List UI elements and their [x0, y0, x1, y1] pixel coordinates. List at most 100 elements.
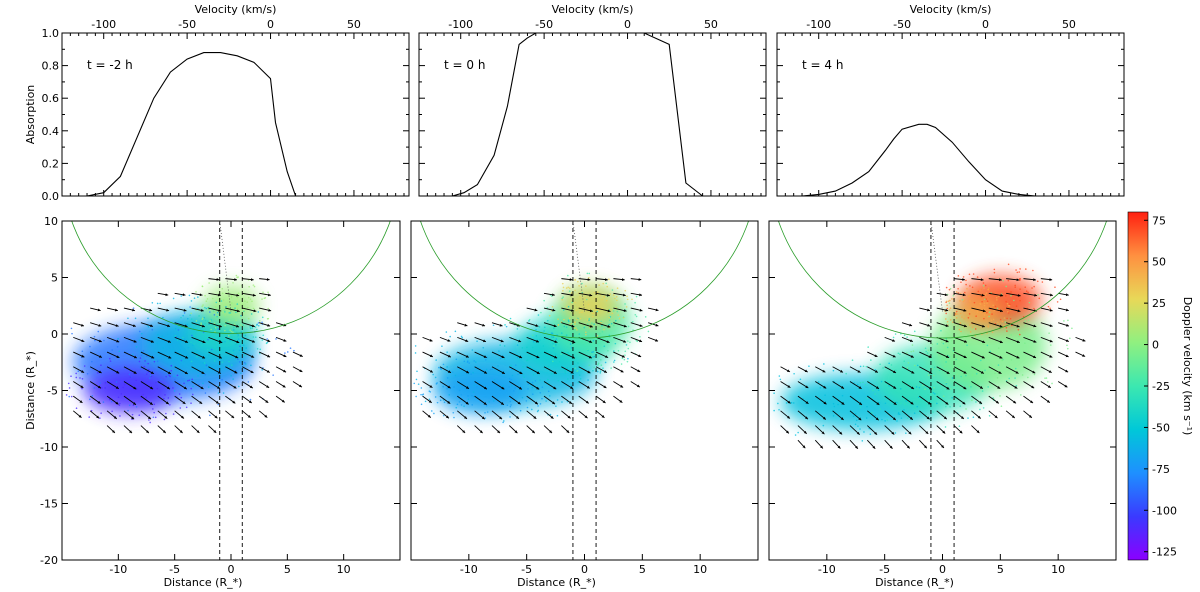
- arrow-head: [113, 416, 117, 419]
- arrow-head: [201, 324, 205, 328]
- speckle-dot: [228, 319, 231, 322]
- speckle-dot: [970, 385, 972, 388]
- speckle-dot: [131, 413, 134, 416]
- speckle-dot: [575, 327, 577, 329]
- speckle-dot: [222, 311, 225, 314]
- speckle-dot: [969, 300, 971, 302]
- speckle-dot: [508, 377, 511, 380]
- speckle-dot: [499, 389, 502, 391]
- speckle-dot: [1046, 381, 1049, 383]
- speckle-dot: [578, 333, 581, 335]
- arrow-head: [999, 340, 1003, 344]
- speckle-dot: [1018, 333, 1021, 336]
- speckle-dot: [575, 309, 578, 312]
- speckle-dot: [987, 288, 990, 291]
- arrow-head: [589, 324, 593, 328]
- arrow-head: [927, 308, 930, 312]
- speckle-dot: [484, 411, 486, 414]
- speckle-dot: [538, 326, 541, 328]
- speckle-dot: [531, 346, 534, 349]
- speckle-dot: [995, 296, 998, 299]
- arrow-head: [267, 293, 271, 297]
- speckle-dot: [968, 273, 971, 276]
- speckle-dot: [209, 414, 211, 417]
- arrow-head: [995, 400, 999, 404]
- speckle-dot: [862, 365, 865, 368]
- speckle-dot: [224, 324, 226, 327]
- speckle-dot: [516, 328, 519, 330]
- speckle-dot: [1019, 268, 1021, 270]
- speckle-dot: [511, 374, 514, 377]
- speckle-dot: [588, 317, 591, 320]
- speckle-dot: [196, 355, 198, 358]
- speckle-dot: [823, 363, 825, 365]
- speckle-dot: [254, 336, 257, 338]
- speckle-dot: [564, 372, 567, 374]
- x-axis-title: Distance (R_*): [164, 576, 243, 589]
- speckle-dot: [513, 390, 515, 392]
- speckle-dot: [947, 300, 950, 302]
- speckle-dot: [822, 424, 825, 427]
- speckle-dot: [217, 392, 220, 394]
- speckle-dot: [208, 354, 210, 356]
- speckle-dot: [959, 322, 962, 324]
- speckle-dot: [945, 405, 947, 408]
- speckle-dot: [598, 284, 600, 286]
- speckle-dot: [552, 342, 554, 345]
- speckle-dot: [931, 368, 934, 370]
- speckle-dot: [854, 413, 857, 415]
- speckle-dot: [247, 317, 250, 320]
- speckle-dot: [570, 323, 573, 325]
- arrow-head: [149, 308, 153, 312]
- speckle-dot: [188, 379, 191, 382]
- speckle-dot: [201, 318, 204, 321]
- colorbar-tick-label: -100: [1152, 504, 1177, 517]
- speckle-dot: [994, 305, 997, 308]
- speckle-dot: [938, 354, 940, 356]
- arrow-head: [531, 430, 535, 434]
- speckle-dot: [938, 369, 941, 372]
- speckle-dot: [562, 309, 565, 311]
- speckle-dot: [455, 358, 458, 361]
- arrow-head: [1017, 309, 1021, 313]
- speckle-dot: [1005, 380, 1008, 382]
- speckle-dot: [68, 395, 71, 398]
- speckle-dot: [253, 285, 256, 288]
- speckle-dot: [214, 326, 217, 329]
- arrow-head: [1031, 385, 1035, 389]
- speckle-dot: [936, 392, 938, 395]
- arrow-head: [999, 309, 1003, 313]
- speckle-dot: [492, 400, 495, 402]
- speckle-dot: [204, 319, 207, 322]
- speckle-dot: [988, 315, 990, 318]
- speckle-dot: [1010, 359, 1013, 361]
- speckle-dot: [191, 378, 193, 381]
- speckle-dot: [519, 409, 522, 412]
- speckle-dot: [967, 417, 969, 419]
- speckle-dot: [204, 373, 207, 376]
- speckle-dot: [874, 414, 876, 417]
- speckle-dot: [859, 428, 861, 430]
- speckle-dot: [984, 369, 986, 372]
- speckle-dot: [797, 431, 799, 434]
- speckle-dot: [596, 370, 599, 373]
- speckle-dot: [965, 374, 967, 377]
- arrow-head: [98, 355, 102, 358]
- arrow-head: [199, 401, 203, 404]
- arrow-head: [621, 278, 625, 281]
- arrow-head: [184, 324, 188, 328]
- arrow-head: [837, 445, 841, 449]
- arrow-head: [840, 369, 844, 373]
- speckle-dot: [986, 302, 988, 304]
- speckle-dot: [999, 395, 1001, 397]
- speckle-dot: [261, 321, 263, 324]
- speckle-dot: [204, 306, 206, 309]
- speckle-dot: [499, 357, 502, 360]
- speckle-dot: [467, 395, 469, 397]
- speckle-dot: [1068, 337, 1071, 340]
- speckle-dot: [180, 396, 183, 399]
- speckle-dot: [1027, 291, 1029, 294]
- speckle-dot: [557, 379, 560, 382]
- speckle-dot: [442, 385, 445, 388]
- speckle-dot: [224, 314, 227, 316]
